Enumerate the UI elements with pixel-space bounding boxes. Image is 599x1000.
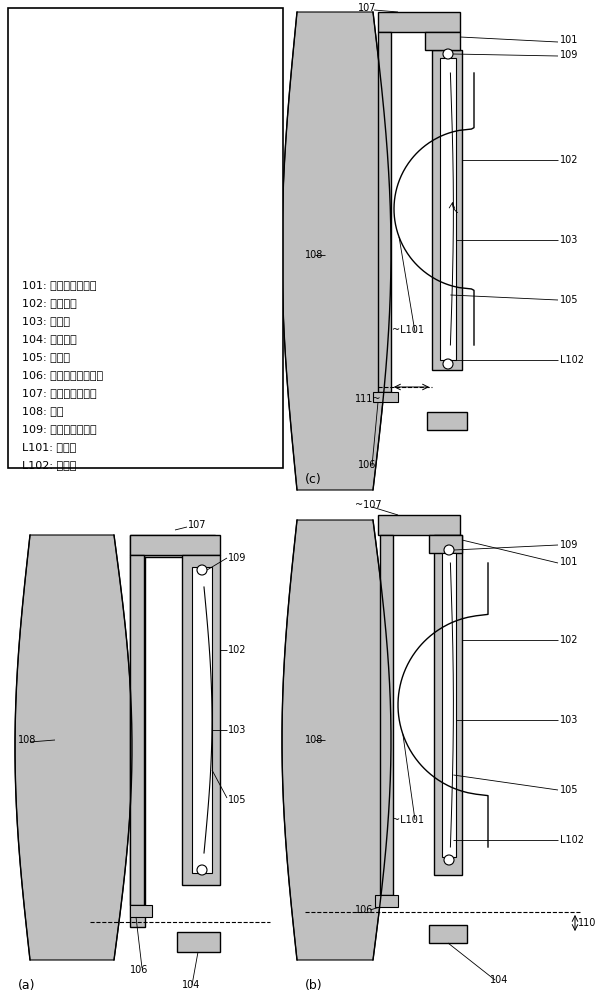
Circle shape [197,865,207,875]
Bar [130,535,215,557]
Text: 105: 105 [228,795,247,805]
Text: 107: 107 [358,3,377,13]
Text: (a): (a) [18,978,35,992]
Text: 108: 透镜: 108: 透镜 [22,406,63,416]
Polygon shape [282,520,391,960]
Bar [177,932,220,952]
Bar [442,553,456,857]
Polygon shape [15,535,132,960]
Bar [182,555,220,885]
Text: 104: 104 [490,975,509,985]
Text: 101: 101 [560,557,579,567]
Bar [429,535,462,553]
Bar [373,392,398,402]
Text: 110: 110 [578,918,597,928]
Text: 103: 103 [560,715,579,725]
Bar [380,535,393,895]
Bar [8,8,283,468]
Text: (c): (c) [305,474,322,487]
Bar [432,50,462,370]
Text: 109: 109 [560,540,579,550]
Text: 106: 层叠基板的上表面: 106: 层叠基板的上表面 [22,370,103,380]
Text: 111~: 111~ [355,394,382,404]
Circle shape [443,49,453,59]
Text: 106: 106 [130,965,149,975]
Text: 102: 摄像元件: 102: 摄像元件 [22,298,77,308]
Bar [192,567,212,873]
Text: 106: 106 [355,905,373,915]
Text: 103: 受光部: 103: 受光部 [22,316,70,326]
Text: 109: 109 [560,50,579,60]
Text: 109: 倒装芯片接合料: 109: 倒装芯片接合料 [22,424,96,434]
Text: 108: 108 [18,735,37,745]
Text: L102: L102 [560,835,584,845]
Text: 105: 105 [560,295,579,305]
Text: L102: 像侧面: L102: 像侧面 [22,460,77,470]
Text: L102: L102 [560,355,584,365]
Circle shape [444,855,454,865]
Text: 103: 103 [560,235,579,245]
Text: 107: 红外线截止玻璃: 107: 红外线截止玻璃 [22,388,96,398]
Bar [425,32,460,50]
Bar [130,557,145,927]
Text: 104: 层叠基板: 104: 层叠基板 [22,334,77,344]
Text: 107: 107 [188,520,207,530]
Text: 102: 102 [228,645,247,655]
Circle shape [443,359,453,369]
Text: ~107: ~107 [355,500,382,510]
Text: 105: 开口部: 105: 开口部 [22,352,70,362]
Circle shape [197,565,207,575]
Text: 104: 104 [182,980,201,990]
Text: 102: 102 [560,155,579,165]
Text: 108: 108 [305,250,323,260]
Bar [130,905,152,917]
Text: 105: 105 [560,785,579,795]
Text: 103: 103 [228,725,246,735]
Bar [427,412,467,430]
Polygon shape [282,12,391,490]
Bar [434,535,462,875]
Text: 106: 106 [358,460,376,470]
Text: 101: 圆筒形状的透镜: 101: 圆筒形状的透镜 [22,280,96,290]
Text: 109: 109 [228,553,246,563]
Text: L101: 物侧面: L101: 物侧面 [22,442,76,452]
Bar [378,12,460,32]
Text: ~L101: ~L101 [392,815,424,825]
Bar [130,555,144,905]
Text: 101: 101 [560,35,579,45]
Text: (b): (b) [305,978,323,992]
Text: 108: 108 [305,735,323,745]
Circle shape [444,545,454,555]
Bar [378,515,460,535]
Bar [378,32,391,392]
Bar [440,58,456,360]
Text: 102: 102 [560,635,579,645]
Bar [130,535,220,555]
Text: ~L101: ~L101 [392,325,424,335]
Bar [429,925,467,943]
Bar [375,895,398,907]
